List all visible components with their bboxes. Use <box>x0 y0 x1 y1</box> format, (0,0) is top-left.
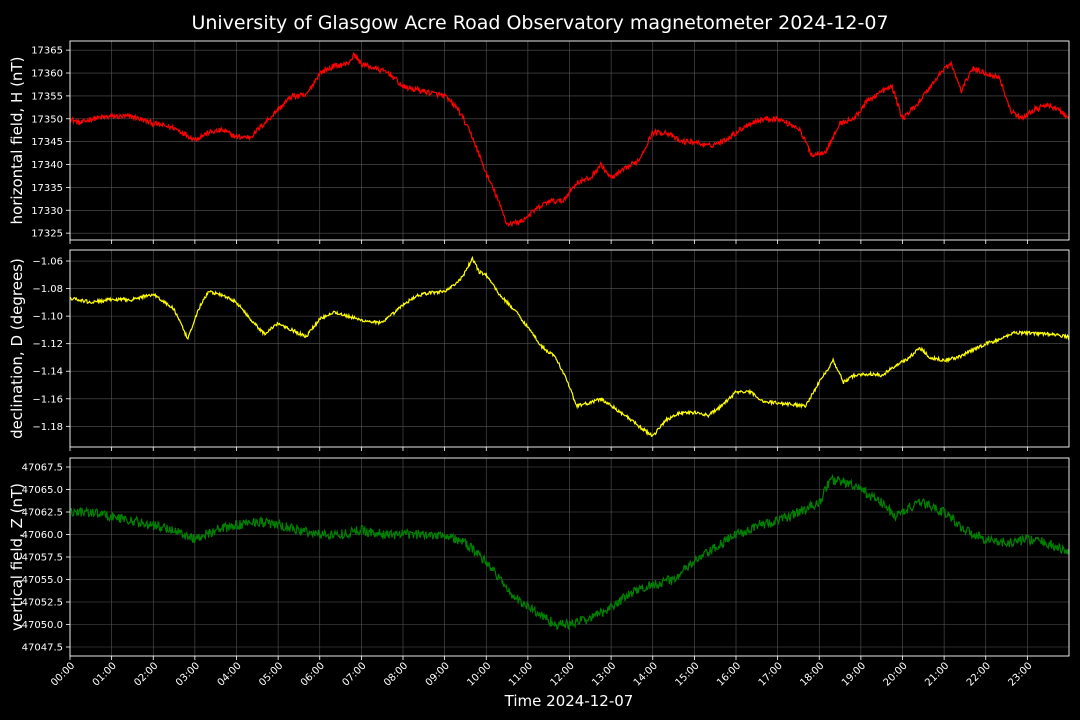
y-tick-label: −1.06 <box>32 257 63 268</box>
y-tick-label: 17355 <box>31 91 63 102</box>
x-axis-label: Time 2024-12-07 <box>504 692 634 710</box>
x-tick-label: 18:00 <box>798 660 826 688</box>
y-tick-label: −1.08 <box>32 284 63 295</box>
y-tick-label: 17335 <box>31 183 63 194</box>
y-axis-label: declination, D (degrees) <box>8 258 26 439</box>
axes-frame <box>69 457 1070 657</box>
data-line <box>69 255 1070 438</box>
x-tick-label: 01:00 <box>91 660 119 688</box>
data-line <box>69 473 1070 631</box>
x-tick-label: 15:00 <box>673 660 701 688</box>
x-tick-label: 08:00 <box>382 660 410 688</box>
y-tick-label: 17340 <box>31 160 63 171</box>
panel-1: 17325 17330 17335 17340 17345 17350 17355 17360… <box>8 40 1070 244</box>
y-tick-label: 47060.0 <box>22 530 63 541</box>
x-tick-label: 07:00 <box>340 660 368 688</box>
x-tick-label: 06:00 <box>299 660 327 688</box>
y-tick-label: −1.10 <box>32 312 63 323</box>
chart-title: University of Glasgow Acre Road Observat… <box>191 12 888 34</box>
y-tick-label: 17365 <box>31 46 63 57</box>
y-tick-label: 47062.5 <box>22 508 63 519</box>
x-tick-label: 03:00 <box>174 660 202 688</box>
panel-2: −1.18 −1.16 −1.14 −1.12 −1.10 −1.08 −1.06 decli… <box>8 249 1070 451</box>
y-tick-label: 47057.5 <box>22 553 63 564</box>
axes-frame <box>69 249 1070 448</box>
y-tick-label: −1.18 <box>32 422 63 433</box>
x-tick-label: 22:00 <box>965 660 993 688</box>
x-tick-label: 17:00 <box>757 660 785 688</box>
y-tick-label: −1.16 <box>32 394 63 405</box>
x-tick-label: 10:00 <box>465 660 493 688</box>
y-tick-label: 47050.0 <box>22 620 63 631</box>
x-tick-label: 11:00 <box>507 660 535 688</box>
x-tick-label: 09:00 <box>424 660 452 688</box>
x-tick-label: 19:00 <box>840 660 868 688</box>
y-tick-label: 47052.5 <box>22 598 63 609</box>
y-axis-label: vertical field, Z (nT) <box>8 483 26 631</box>
x-tick-label: 21:00 <box>923 660 951 688</box>
x-tick-label: 16:00 <box>715 660 743 688</box>
x-tick-label: 13:00 <box>590 660 618 688</box>
x-tick-label: 05:00 <box>257 660 285 688</box>
y-tick-label: 17360 <box>31 69 63 80</box>
panels: 17325 17330 17335 17340 17345 17350 17355 17360… <box>8 40 1070 689</box>
panel-3: 47047.5 47050.0 47052.5 47055.0 47057.5 47060… <box>8 457 1070 660</box>
data-line <box>69 52 1070 228</box>
y-tick-label: 47067.5 <box>22 463 63 474</box>
y-tick-label: 17350 <box>31 114 63 125</box>
y-tick-label: 17345 <box>31 137 63 148</box>
y-tick-label: 47065.0 <box>22 485 63 496</box>
x-tick-label: 23:00 <box>1006 660 1034 688</box>
y-tick-label: 17325 <box>31 229 63 240</box>
x-tick-label: 12:00 <box>549 660 577 688</box>
x-tick-label: 14:00 <box>632 660 660 688</box>
y-axis-label: horizontal field, H (nT) <box>8 57 26 225</box>
x-tick-label: 02:00 <box>132 660 160 688</box>
y-tick-label: −1.14 <box>32 367 63 378</box>
x-tick-label: 04:00 <box>216 660 244 688</box>
x-tick-labels: 00:00 01:00 02:00 03:00 04:00 05:00 06:00 07:00… <box>49 660 1035 688</box>
y-tick-label: 17330 <box>31 206 63 217</box>
y-tick-label: −1.12 <box>32 339 63 350</box>
x-tick-label: 00:00 <box>49 660 77 688</box>
y-tick-label: 47047.5 <box>22 643 63 654</box>
axes-frame <box>69 40 1070 241</box>
y-tick-label: 47055.0 <box>22 575 63 586</box>
x-tick-label: 20:00 <box>882 660 910 688</box>
